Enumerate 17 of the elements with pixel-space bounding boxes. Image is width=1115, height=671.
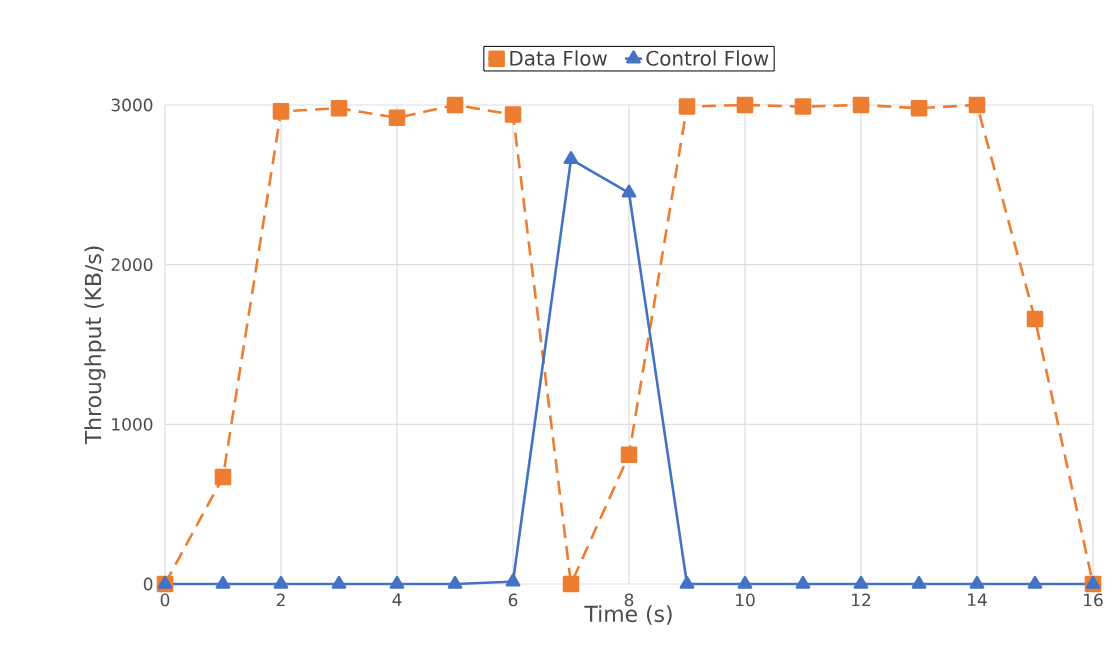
y-tick-label: 0 — [143, 577, 153, 591]
x-tick-label: 14 — [968, 593, 987, 606]
x-tick-label: 6 — [508, 593, 518, 607]
y-axis-title: Throughput (KB/s) — [84, 246, 106, 445]
x-tick-label: 12 — [852, 593, 871, 607]
x-tick-label: 8 — [624, 593, 634, 607]
y-tick-label: 2000 — [111, 258, 153, 272]
y-tick-label: 3000 — [111, 98, 153, 112]
x-tick-label: 2 — [276, 593, 285, 607]
x-tick-label: 10 — [736, 593, 755, 607]
x-tick-label: 0 — [160, 593, 170, 607]
y-tick-label: 1000 — [112, 417, 153, 431]
x-axis-title: Time (s) — [584, 605, 672, 625]
legend-label: Control Flow — [646, 50, 769, 66]
x-tick-label: 4 — [392, 593, 402, 606]
legend-label: Data Flow — [510, 50, 607, 66]
x-tick-label: 16 — [1084, 593, 1103, 607]
